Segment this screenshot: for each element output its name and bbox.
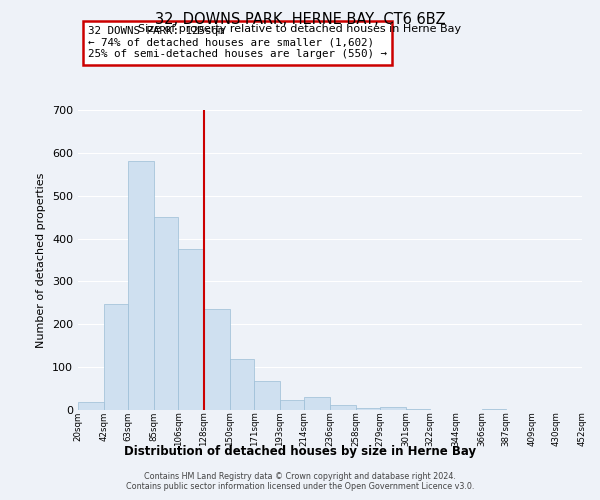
- Y-axis label: Number of detached properties: Number of detached properties: [37, 172, 46, 348]
- Bar: [128, 160, 154, 410]
- Text: 32 DOWNS PARK: 125sqm
← 74% of detached houses are smaller (1,602)
25% of semi-d: 32 DOWNS PARK: 125sqm ← 74% of detached …: [88, 26, 387, 59]
- Bar: [204, 310, 230, 410]
- Text: Contains public sector information licensed under the Open Government Licence v3: Contains public sector information licen…: [126, 482, 474, 491]
- Bar: [104, 304, 128, 410]
- Text: Size of property relative to detached houses in Herne Bay: Size of property relative to detached ho…: [139, 24, 461, 34]
- Bar: [230, 358, 254, 410]
- Bar: [482, 408, 506, 410]
- Text: Contains HM Land Registry data © Crown copyright and database right 2024.: Contains HM Land Registry data © Crown c…: [144, 472, 456, 481]
- Bar: [330, 405, 356, 410]
- Bar: [154, 217, 178, 410]
- Bar: [254, 382, 280, 410]
- Bar: [380, 406, 406, 410]
- Bar: [304, 397, 330, 410]
- Bar: [406, 409, 430, 410]
- Text: Distribution of detached houses by size in Herne Bay: Distribution of detached houses by size …: [124, 445, 476, 458]
- Bar: [356, 408, 380, 410]
- Text: 32, DOWNS PARK, HERNE BAY, CT6 6BZ: 32, DOWNS PARK, HERNE BAY, CT6 6BZ: [155, 12, 445, 28]
- Bar: [178, 250, 204, 410]
- Bar: [78, 402, 104, 410]
- Bar: [280, 400, 304, 410]
